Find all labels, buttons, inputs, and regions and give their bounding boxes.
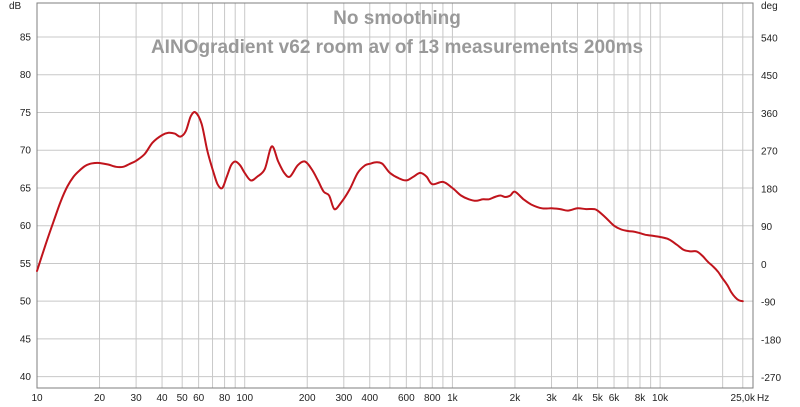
x-tick-label: 6k: [609, 393, 621, 404]
y2-tick-label: 270: [761, 147, 778, 158]
x-tick-label: 3k: [546, 393, 558, 404]
x-tick-label: 60: [193, 393, 205, 404]
x-tick-label: 20: [94, 393, 106, 404]
y-tick-label: 40: [20, 372, 32, 383]
y-tick-label: 75: [20, 108, 32, 119]
y-tick-label: 55: [20, 259, 32, 270]
grid-lines: [37, 3, 753, 388]
x-tick-label: 50: [177, 393, 189, 404]
y-tick-label: 85: [20, 32, 32, 43]
y-tick-label: 80: [20, 70, 32, 81]
y2-tick-label: -90: [761, 298, 776, 309]
y-tick-label: 45: [20, 334, 32, 345]
x-tick-label: 400: [361, 393, 378, 404]
x-tick-label: 10k: [652, 393, 669, 404]
y2-tick-label: 540: [761, 33, 778, 44]
x-tick-label: 300: [335, 393, 352, 404]
x-tick-label: 5k: [592, 393, 604, 404]
plot-frame: [36, 2, 754, 389]
y2-tick-label: 90: [761, 222, 773, 233]
x-tick-label: 80: [219, 393, 231, 404]
x-tick-label: 200: [299, 393, 316, 404]
x-tick-label: 30: [131, 393, 143, 404]
y-tick-label: 65: [20, 183, 32, 194]
x-tick-label: 100: [236, 393, 253, 404]
x-tick-label: 25,0k: [731, 393, 756, 404]
x-tick-label: 600: [398, 393, 415, 404]
x-axis-unit-label: Hz: [757, 393, 769, 404]
x-tick-label: 40: [156, 393, 168, 404]
y2-tick-label: -270: [761, 373, 781, 384]
x-tick-label: 2k: [510, 393, 522, 404]
x-tick-label: 800: [424, 393, 441, 404]
y-axis-tick-labels: 40 45 50 55 60 65 70 75 80 85: [20, 32, 32, 383]
x-tick-label: 4k: [572, 393, 584, 404]
x-tick-label: 8k: [635, 393, 647, 404]
y2-tick-label: 0: [761, 260, 767, 271]
y-tick-label: 50: [20, 297, 32, 308]
y2-tick-label: 180: [761, 184, 778, 195]
chart-subtitle: AINOgradient v62 room av of 13 measureme…: [151, 37, 643, 58]
y-axis-unit-label: dB: [9, 1, 22, 12]
y-tick-label: 60: [20, 221, 32, 232]
series-line: [36, 111, 744, 303]
y2-tick-label: 360: [761, 109, 778, 120]
x-tick-label: 10: [31, 393, 43, 404]
y2-tick-label: 450: [761, 71, 778, 82]
y2-axis-unit-label: deg: [761, 1, 778, 12]
y2-axis-tick-labels: -270 -180 -90 0 90 180 270 360 450 540: [761, 33, 781, 384]
chart-title: No smoothing: [333, 8, 461, 29]
x-axis-tick-labels: 10 20 30 40 50 60 80 100 200 300 400 600 800 1k 2k 3k 4k…: [31, 393, 756, 404]
x-tick-label: 1k: [447, 393, 459, 404]
y2-tick-label: -180: [761, 335, 781, 346]
y-tick-label: 70: [20, 146, 32, 157]
